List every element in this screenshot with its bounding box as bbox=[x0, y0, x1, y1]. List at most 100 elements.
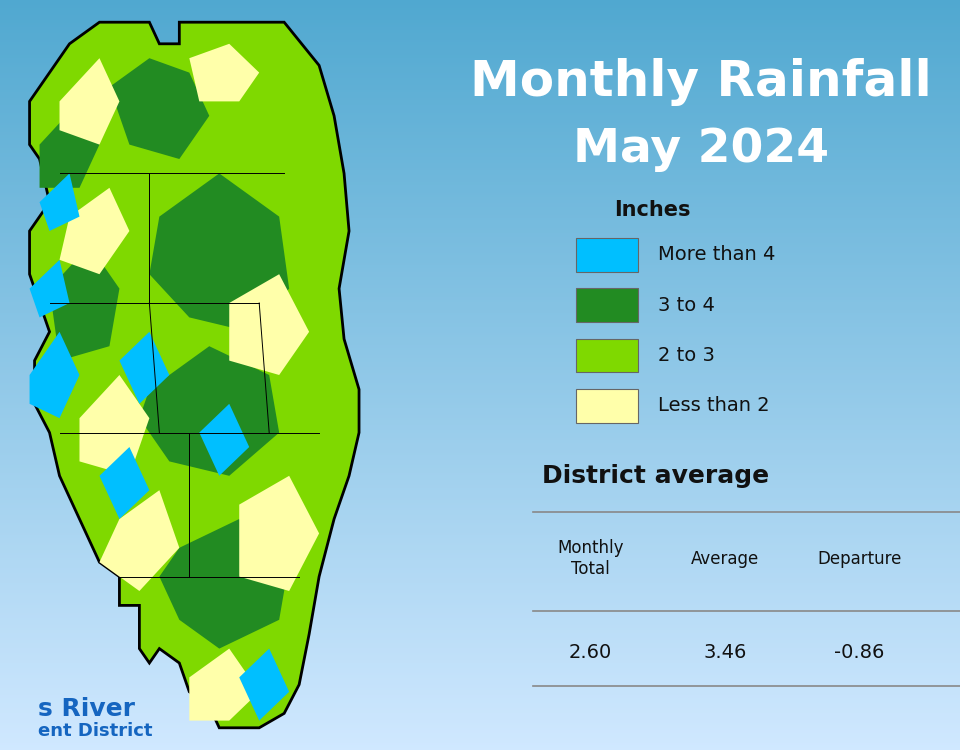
Bar bbox=[0, 488, 960, 490]
Bar bbox=[0, 148, 960, 150]
Bar bbox=[0, 145, 960, 148]
Text: Inches: Inches bbox=[614, 200, 691, 220]
Bar bbox=[0, 660, 960, 662]
Bar bbox=[0, 240, 960, 242]
Bar bbox=[0, 80, 960, 82]
Bar bbox=[0, 365, 960, 368]
Polygon shape bbox=[100, 490, 180, 591]
Bar bbox=[0, 2, 960, 5]
Bar bbox=[0, 568, 960, 570]
Bar bbox=[0, 170, 960, 172]
Bar bbox=[0, 450, 960, 452]
Bar bbox=[0, 470, 960, 472]
Bar bbox=[0, 115, 960, 118]
Text: Less than 2: Less than 2 bbox=[658, 396, 769, 416]
Bar bbox=[0, 60, 960, 62]
Bar bbox=[0, 685, 960, 688]
Bar bbox=[0, 655, 960, 658]
Bar bbox=[0, 58, 960, 60]
Bar bbox=[0, 260, 960, 262]
Bar bbox=[0, 745, 960, 748]
Bar bbox=[0, 388, 960, 390]
Bar bbox=[0, 268, 960, 270]
Bar bbox=[0, 360, 960, 362]
Bar bbox=[0, 680, 960, 682]
Bar bbox=[0, 253, 960, 255]
Bar bbox=[0, 50, 960, 52]
Bar bbox=[0, 382, 960, 385]
Bar bbox=[0, 210, 960, 212]
Bar bbox=[0, 370, 960, 373]
Bar bbox=[0, 122, 960, 125]
Bar bbox=[0, 100, 960, 103]
Bar bbox=[0, 675, 960, 677]
Bar bbox=[0, 225, 960, 227]
Bar bbox=[0, 630, 960, 632]
Bar bbox=[0, 565, 960, 568]
Bar bbox=[0, 712, 960, 715]
Bar bbox=[0, 53, 960, 55]
Bar bbox=[0, 5, 960, 8]
Bar bbox=[0, 265, 960, 268]
Bar bbox=[0, 615, 960, 617]
Bar bbox=[0, 322, 960, 325]
Bar bbox=[0, 287, 960, 290]
Bar bbox=[0, 598, 960, 600]
Bar bbox=[0, 670, 960, 673]
Polygon shape bbox=[30, 260, 69, 317]
Bar bbox=[0, 248, 960, 250]
Bar bbox=[0, 130, 960, 133]
Bar bbox=[0, 728, 960, 730]
Text: 2 to 3: 2 to 3 bbox=[658, 346, 714, 365]
Bar bbox=[0, 355, 960, 358]
Bar bbox=[0, 452, 960, 455]
Bar bbox=[0, 262, 960, 265]
Bar bbox=[0, 500, 960, 502]
Bar bbox=[0, 527, 960, 530]
Bar bbox=[0, 448, 960, 450]
Bar bbox=[0, 472, 960, 475]
Bar bbox=[0, 32, 960, 35]
Bar bbox=[0, 195, 960, 197]
Bar bbox=[0, 635, 960, 638]
Bar bbox=[0, 313, 960, 315]
Bar bbox=[0, 530, 960, 532]
Text: District average: District average bbox=[542, 464, 770, 488]
Bar bbox=[0, 292, 960, 295]
Bar bbox=[0, 610, 960, 613]
Bar bbox=[0, 20, 960, 22]
Polygon shape bbox=[39, 101, 100, 188]
Bar bbox=[0, 692, 960, 695]
Bar bbox=[0, 700, 960, 703]
Bar bbox=[0, 328, 960, 330]
Bar bbox=[0, 98, 960, 100]
Bar bbox=[0, 647, 960, 650]
Bar bbox=[0, 160, 960, 163]
Bar bbox=[0, 532, 960, 535]
Polygon shape bbox=[100, 447, 150, 519]
Bar bbox=[0, 622, 960, 625]
FancyBboxPatch shape bbox=[576, 238, 638, 272]
Bar bbox=[0, 398, 960, 400]
Bar bbox=[0, 518, 960, 520]
Bar bbox=[0, 0, 960, 2]
Bar bbox=[0, 548, 960, 550]
Bar bbox=[0, 587, 960, 590]
Bar bbox=[0, 338, 960, 340]
Bar bbox=[0, 107, 960, 110]
Bar bbox=[0, 495, 960, 497]
Bar bbox=[0, 460, 960, 463]
Text: Average: Average bbox=[690, 550, 759, 568]
Bar bbox=[0, 673, 960, 675]
Bar bbox=[0, 140, 960, 142]
Bar bbox=[0, 410, 960, 413]
Polygon shape bbox=[30, 22, 359, 728]
FancyBboxPatch shape bbox=[576, 288, 638, 322]
Bar bbox=[0, 197, 960, 200]
Bar bbox=[0, 422, 960, 425]
Bar bbox=[0, 742, 960, 745]
Bar bbox=[0, 255, 960, 257]
Polygon shape bbox=[80, 375, 150, 476]
Bar bbox=[0, 70, 960, 73]
Polygon shape bbox=[189, 649, 259, 721]
